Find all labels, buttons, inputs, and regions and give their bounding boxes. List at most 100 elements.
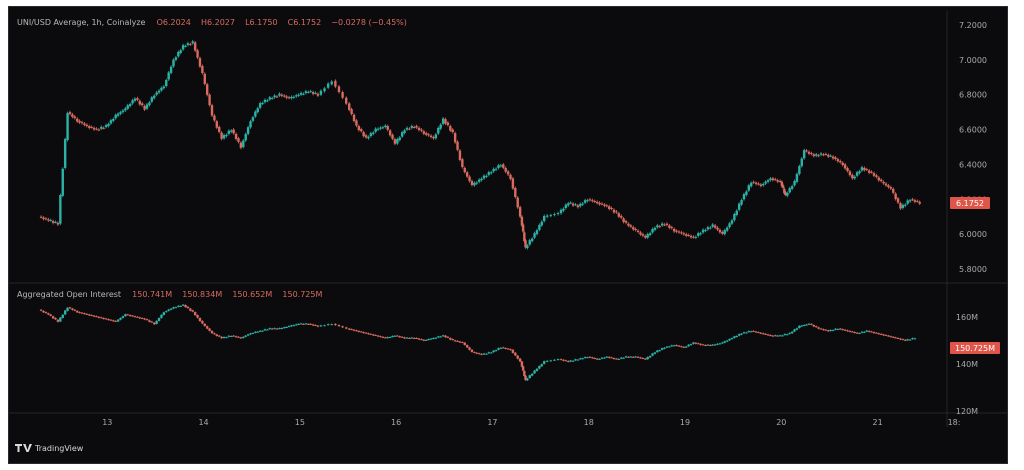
oi-candle	[701, 343, 705, 346]
chart-canvas[interactable]: UNI/USD Average, 1h, Coinalyze O6.2024 H…	[9, 7, 1007, 463]
price-candle	[232, 128, 235, 135]
price-candle	[704, 228, 707, 233]
price-candle	[629, 223, 633, 229]
price-body	[309, 91, 312, 93]
oi-body	[728, 339, 731, 341]
oi-axis[interactable]: 160M 140M 120M	[956, 313, 978, 416]
oi-tick-label: 140M	[956, 360, 978, 369]
price-candle	[615, 210, 618, 214]
oi-body	[887, 335, 890, 337]
oi-candle	[352, 329, 356, 332]
time-axis[interactable]: 13 14 15 16 17 18 19 20 21 18:	[102, 418, 960, 427]
price-body	[398, 137, 401, 141]
price-candle	[733, 212, 736, 222]
oi-candle	[634, 355, 637, 358]
oi-candle	[906, 338, 909, 341]
price-candle	[521, 223, 525, 233]
oi-candle	[793, 328, 796, 333]
price-body	[884, 183, 888, 186]
oi-candle	[540, 363, 543, 367]
oi-body	[834, 328, 837, 330]
oi-body	[672, 345, 676, 347]
oi-candle	[100, 316, 103, 319]
price-body	[145, 104, 149, 109]
oi-candle	[567, 360, 570, 363]
oi-body	[802, 324, 806, 326]
oi-candle	[747, 330, 751, 333]
price-candle	[429, 134, 433, 139]
price-candle	[68, 110, 72, 116]
price-candle	[600, 202, 604, 206]
oi-candle	[116, 319, 120, 323]
price-body	[913, 200, 917, 202]
oi-candle	[323, 324, 326, 327]
price-body	[68, 112, 72, 115]
price-body	[480, 178, 483, 181]
oi-candle	[697, 342, 700, 345]
price-legend-open: O6.2024	[157, 18, 191, 27]
oi-candle	[641, 357, 645, 360]
price-candle	[396, 137, 399, 145]
oi-candle	[480, 353, 483, 356]
oi-body	[275, 328, 279, 330]
price-body	[730, 220, 734, 224]
price-body	[750, 182, 753, 187]
price-body	[595, 201, 599, 204]
price-body	[680, 232, 683, 234]
price-body	[39, 216, 43, 218]
oi-body	[408, 337, 411, 339]
oi-body	[853, 332, 856, 334]
price-candle	[721, 230, 724, 236]
price-candle	[461, 157, 464, 169]
oi-body	[798, 325, 801, 328]
price-axis[interactable]: 7.20007.00006.80006.60006.40006.20006.00…	[959, 21, 987, 274]
oi-body	[227, 335, 231, 337]
price-body	[677, 231, 681, 233]
tradingview-logo-icon	[15, 444, 32, 452]
oi-body	[526, 378, 529, 381]
oi-body	[374, 335, 377, 337]
price-candle	[71, 112, 74, 119]
tradingview-logo[interactable]: TradingView	[15, 444, 84, 453]
price-body	[388, 130, 392, 136]
price-candle	[386, 124, 389, 132]
price-candle	[786, 191, 789, 198]
price-body	[882, 181, 885, 184]
price-candle	[446, 121, 450, 127]
oi-candle	[299, 322, 303, 325]
price-body	[47, 219, 50, 221]
oi-body	[478, 353, 481, 355]
price-body	[810, 153, 813, 155]
price-candle	[687, 233, 690, 237]
price-body	[788, 188, 791, 193]
price-body	[784, 192, 787, 195]
price-body	[350, 109, 353, 115]
oi-candle	[725, 339, 729, 343]
oi-body	[167, 309, 170, 311]
oi-candle	[620, 356, 623, 360]
oi-body	[413, 337, 416, 339]
oi-candle	[138, 316, 141, 320]
price-candle	[520, 215, 524, 227]
price-body	[634, 228, 637, 231]
oi-body	[675, 345, 678, 347]
time-tick-label: 20	[776, 418, 786, 427]
price-candle	[656, 223, 659, 229]
price-body	[59, 194, 62, 224]
price-body	[846, 167, 849, 172]
price-candle	[769, 176, 772, 182]
oi-candle	[109, 319, 113, 321]
oi-candle	[494, 349, 498, 352]
oi-candle	[680, 345, 683, 348]
price-body	[718, 229, 722, 233]
oi-body	[745, 332, 748, 334]
oi-body	[100, 317, 103, 319]
oi-body	[391, 336, 394, 338]
price-candle	[47, 217, 50, 222]
oi-candle	[287, 325, 291, 328]
oi-candle	[198, 317, 202, 322]
price-body	[456, 141, 459, 150]
oi-candle	[478, 352, 481, 355]
oi-body	[386, 337, 389, 339]
price-body	[116, 113, 120, 116]
